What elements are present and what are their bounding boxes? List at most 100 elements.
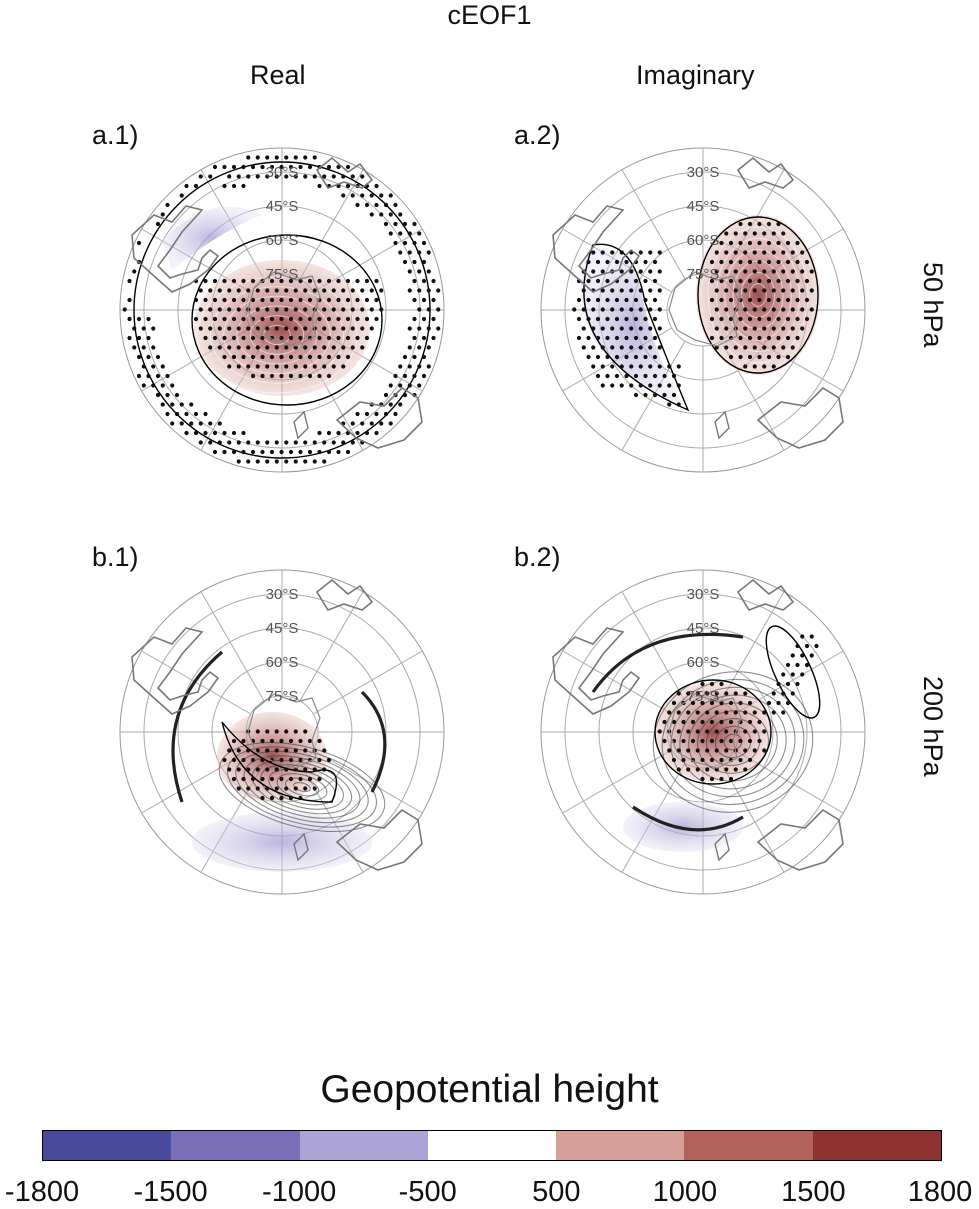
stipple-dot <box>771 231 776 236</box>
stipple-dot <box>431 335 436 341</box>
stipple-dot <box>766 221 772 227</box>
stipple-dot <box>369 421 374 426</box>
stipple-dot <box>595 259 601 265</box>
stipple-dot <box>284 174 289 179</box>
stipple-dot <box>657 250 662 255</box>
stipple-dot <box>709 719 715 725</box>
stipple-dot <box>398 250 403 255</box>
stipple-dot <box>781 345 786 350</box>
stipple-dot <box>766 316 772 322</box>
stipple-dot <box>388 402 393 407</box>
stipple-dot <box>412 278 417 284</box>
stipple-dot <box>733 231 738 236</box>
latitude-label: 60°S <box>687 654 720 671</box>
stipple-dot <box>790 691 795 696</box>
stipple-dot <box>250 335 256 341</box>
stipple-dot <box>236 174 241 179</box>
stipple-dot <box>303 767 308 772</box>
stipple-dot <box>709 278 715 284</box>
stipple-dot <box>231 164 237 170</box>
stipple-dot <box>771 250 776 255</box>
continent-africa <box>736 156 795 189</box>
stipple-dot <box>303 155 308 160</box>
stipple-dot <box>208 326 213 331</box>
stipple-dot <box>246 155 251 160</box>
stipple-dot <box>633 354 639 360</box>
colorbar-tick-label: 1500 <box>781 1176 846 1208</box>
stipple-dot <box>298 297 303 303</box>
stipple-dot <box>766 335 772 341</box>
stipple-dot <box>785 259 791 265</box>
stipple-dot <box>217 326 222 331</box>
stipple-dot <box>136 373 142 379</box>
stipple-dot <box>331 288 336 293</box>
stipple-dot <box>614 297 620 303</box>
stipple-dot <box>241 316 246 322</box>
stipple-dot <box>326 757 332 763</box>
stipple-dot <box>766 297 772 303</box>
significance-stipple <box>122 155 441 464</box>
stipple-dot <box>269 373 275 379</box>
stipple-dot <box>709 316 715 322</box>
stipple-dot <box>284 288 289 293</box>
stipple-dot <box>752 269 757 274</box>
stipple-dot <box>686 767 691 772</box>
stipple-dot <box>771 288 776 293</box>
stipple-dot <box>293 729 298 734</box>
stipple-dot <box>643 335 648 341</box>
stipple-dot <box>652 316 658 322</box>
continent-australia <box>335 808 423 871</box>
stipple-dot <box>317 373 322 379</box>
stipple-dot <box>265 364 270 369</box>
stipple-dot <box>771 269 776 274</box>
stipple-dot <box>781 672 786 677</box>
stipple-dot <box>581 345 586 350</box>
continent-antarctica <box>247 271 321 347</box>
stipple-dot <box>307 278 313 284</box>
stipple-dot <box>341 440 346 445</box>
stipple-dot <box>303 364 308 369</box>
stipple-dot <box>284 767 289 772</box>
stipple-dot <box>341 307 346 312</box>
stipple-dot <box>591 364 596 369</box>
stipple-dot <box>336 316 341 322</box>
stipple-dot <box>160 364 165 369</box>
colorbar-tick-label: 500 <box>532 1176 581 1208</box>
stipple-dot <box>421 316 427 322</box>
stipple-dot <box>184 411 189 417</box>
stipple-dot <box>236 364 241 369</box>
stipple-dot <box>619 326 624 331</box>
stipple-dot <box>417 288 422 293</box>
stipple-dot <box>345 316 351 322</box>
stipple-dot <box>284 729 289 734</box>
stipple-dot <box>762 326 767 331</box>
stipple-dot <box>719 681 724 687</box>
colorbar-swatch <box>812 1131 941 1160</box>
stipple-dot <box>255 729 260 734</box>
stipple-dot <box>676 767 681 772</box>
stipple-dot <box>303 459 308 464</box>
stipple-dot <box>341 326 346 331</box>
stipple-dot <box>331 307 336 312</box>
stipple-dot <box>260 776 265 782</box>
stipple-dot <box>288 776 294 782</box>
stipple-dot <box>667 383 672 388</box>
stipple-dot <box>236 748 241 753</box>
stipple-dot <box>686 691 691 696</box>
stipple-dot <box>331 364 336 369</box>
stipple-dot <box>307 316 313 322</box>
stipple-dot <box>288 757 294 763</box>
stipple-dot <box>572 307 577 312</box>
panel-label-a1: a.1) <box>92 120 139 150</box>
stipple-dot <box>762 269 767 274</box>
stipple-dot <box>317 354 322 360</box>
stipple-dot <box>676 729 681 734</box>
colorbar-swatch <box>556 1131 685 1160</box>
stipple-dot <box>714 710 719 715</box>
stipple-dot <box>624 354 629 360</box>
stipple-dot <box>733 345 738 350</box>
stipple-dot <box>317 278 322 284</box>
stipple-dot <box>407 326 412 331</box>
stipple-dot <box>279 354 284 360</box>
stipple-dot <box>686 729 691 734</box>
